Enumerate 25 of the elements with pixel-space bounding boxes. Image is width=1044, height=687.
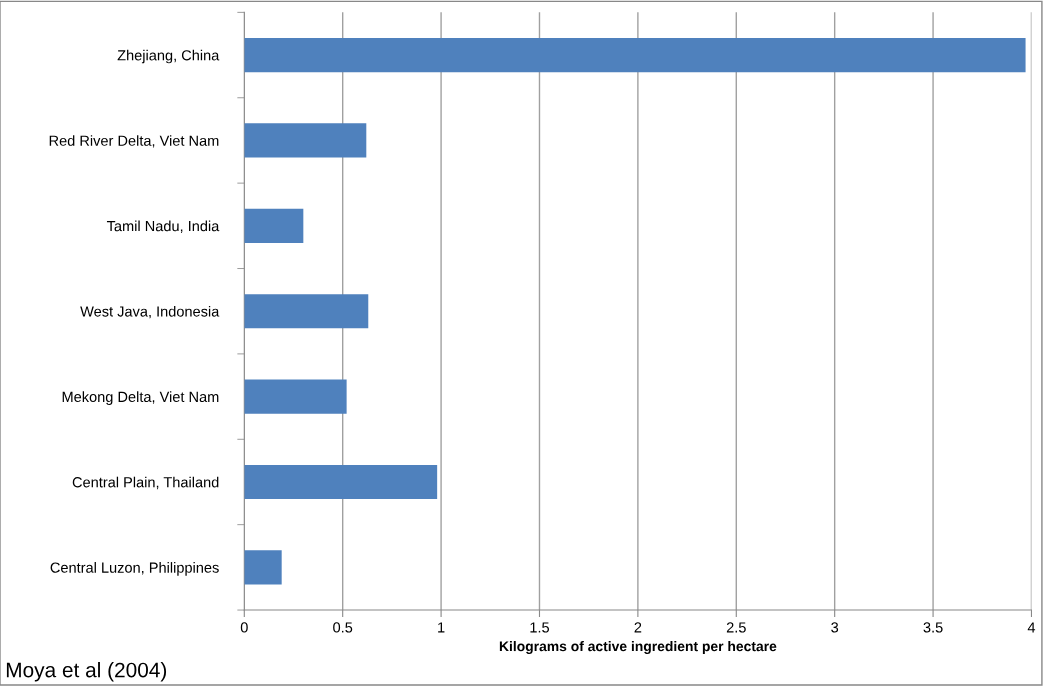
y-tick-label: Zhejiang, China [117,49,220,64]
y-tick-label: Central Plain, Thailand [72,476,219,490]
y-tick-label: Tamil Nadu, India [106,220,220,233]
y-tick-label: West Java, Indonesia [80,305,220,319]
x-tick-label: 3 [831,622,839,633]
y-tick-label: Mekong Delta, Viet Nam [62,391,219,405]
bar [244,550,282,585]
bar [244,123,367,158]
bar [244,464,438,500]
y-tick-label: Red River Delta, Viet Nam [49,135,219,148]
x-tick-label: 2.5 [726,622,746,633]
x-tick-label: 4 [1027,622,1036,633]
x-tick-label: 1.5 [530,622,550,633]
x-axis-title: Kilograms of active ingredient per hectare [499,641,777,655]
x-tick-label: 2 [634,622,642,633]
text: Moya et al (2004) [6,662,167,682]
x-tick-label: 0 [240,622,248,633]
x-tick-label: 0.5 [333,622,353,633]
bar [244,294,369,329]
bar [244,208,304,243]
bar [244,379,347,414]
bar [244,37,1026,73]
x-tick-label: 3.5 [923,622,943,633]
x-tick-label: 1 [438,622,445,633]
y-tick-label: Central Luzon, Philippines [50,562,219,576]
